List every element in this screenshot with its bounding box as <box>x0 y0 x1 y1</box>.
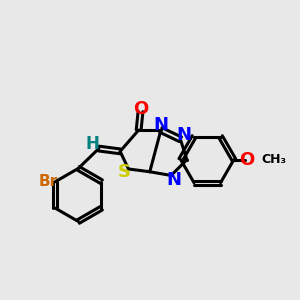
Text: O: O <box>133 100 148 118</box>
Text: CH₃: CH₃ <box>261 153 286 166</box>
Text: N: N <box>177 127 192 145</box>
Text: O: O <box>239 151 254 169</box>
Text: N: N <box>153 116 168 134</box>
Text: S: S <box>118 163 130 181</box>
Text: Br: Br <box>38 174 57 189</box>
Text: H: H <box>85 135 99 153</box>
Text: N: N <box>167 171 182 189</box>
